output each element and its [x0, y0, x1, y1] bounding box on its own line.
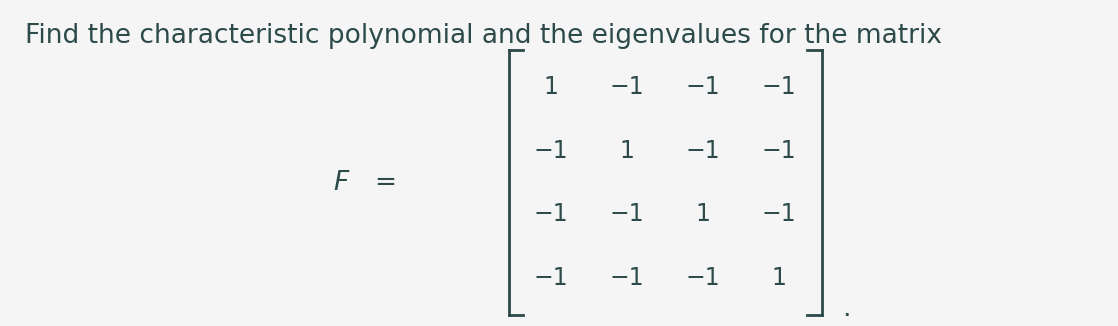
Text: −1: −1 [610, 266, 644, 290]
Text: F: F [333, 170, 349, 196]
Text: =: = [375, 170, 397, 196]
Text: −1: −1 [534, 266, 568, 290]
Text: −1: −1 [534, 202, 568, 226]
Text: 1: 1 [619, 139, 635, 163]
Text: −1: −1 [686, 266, 720, 290]
Text: −1: −1 [610, 202, 644, 226]
Text: 1: 1 [771, 266, 787, 290]
Text: −1: −1 [686, 139, 720, 163]
Text: −1: −1 [762, 139, 796, 163]
Text: −1: −1 [610, 75, 644, 99]
Text: −1: −1 [762, 202, 796, 226]
Text: −1: −1 [534, 139, 568, 163]
Text: −1: −1 [686, 75, 720, 99]
Text: .: . [842, 296, 851, 322]
Text: 1: 1 [543, 75, 559, 99]
Text: Find the characteristic polynomial and the eigenvalues for the matrix: Find the characteristic polynomial and t… [25, 23, 941, 49]
Text: −1: −1 [762, 75, 796, 99]
Text: 1: 1 [695, 202, 711, 226]
